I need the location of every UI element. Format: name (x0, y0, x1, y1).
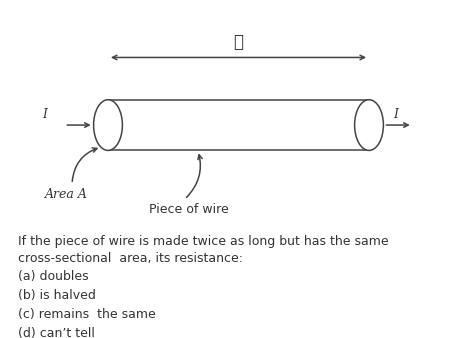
Text: (c) remains  the same: (c) remains the same (18, 308, 156, 321)
Text: ℓ: ℓ (234, 34, 243, 51)
Text: I: I (393, 108, 399, 121)
Ellipse shape (94, 100, 122, 150)
Ellipse shape (355, 100, 383, 150)
Text: (d) can’t tell: (d) can’t tell (18, 327, 95, 338)
Text: (b) is halved: (b) is halved (18, 289, 96, 302)
Text: If the piece of wire is made twice as long but has the same: If the piece of wire is made twice as lo… (18, 235, 389, 248)
Text: I: I (42, 108, 48, 121)
Text: (a) doubles: (a) doubles (18, 270, 89, 283)
Text: Area A: Area A (45, 188, 88, 200)
Text: Piece of wire: Piece of wire (149, 203, 229, 216)
Text: cross-sectional  area, its resistance:: cross-sectional area, its resistance: (18, 252, 243, 265)
